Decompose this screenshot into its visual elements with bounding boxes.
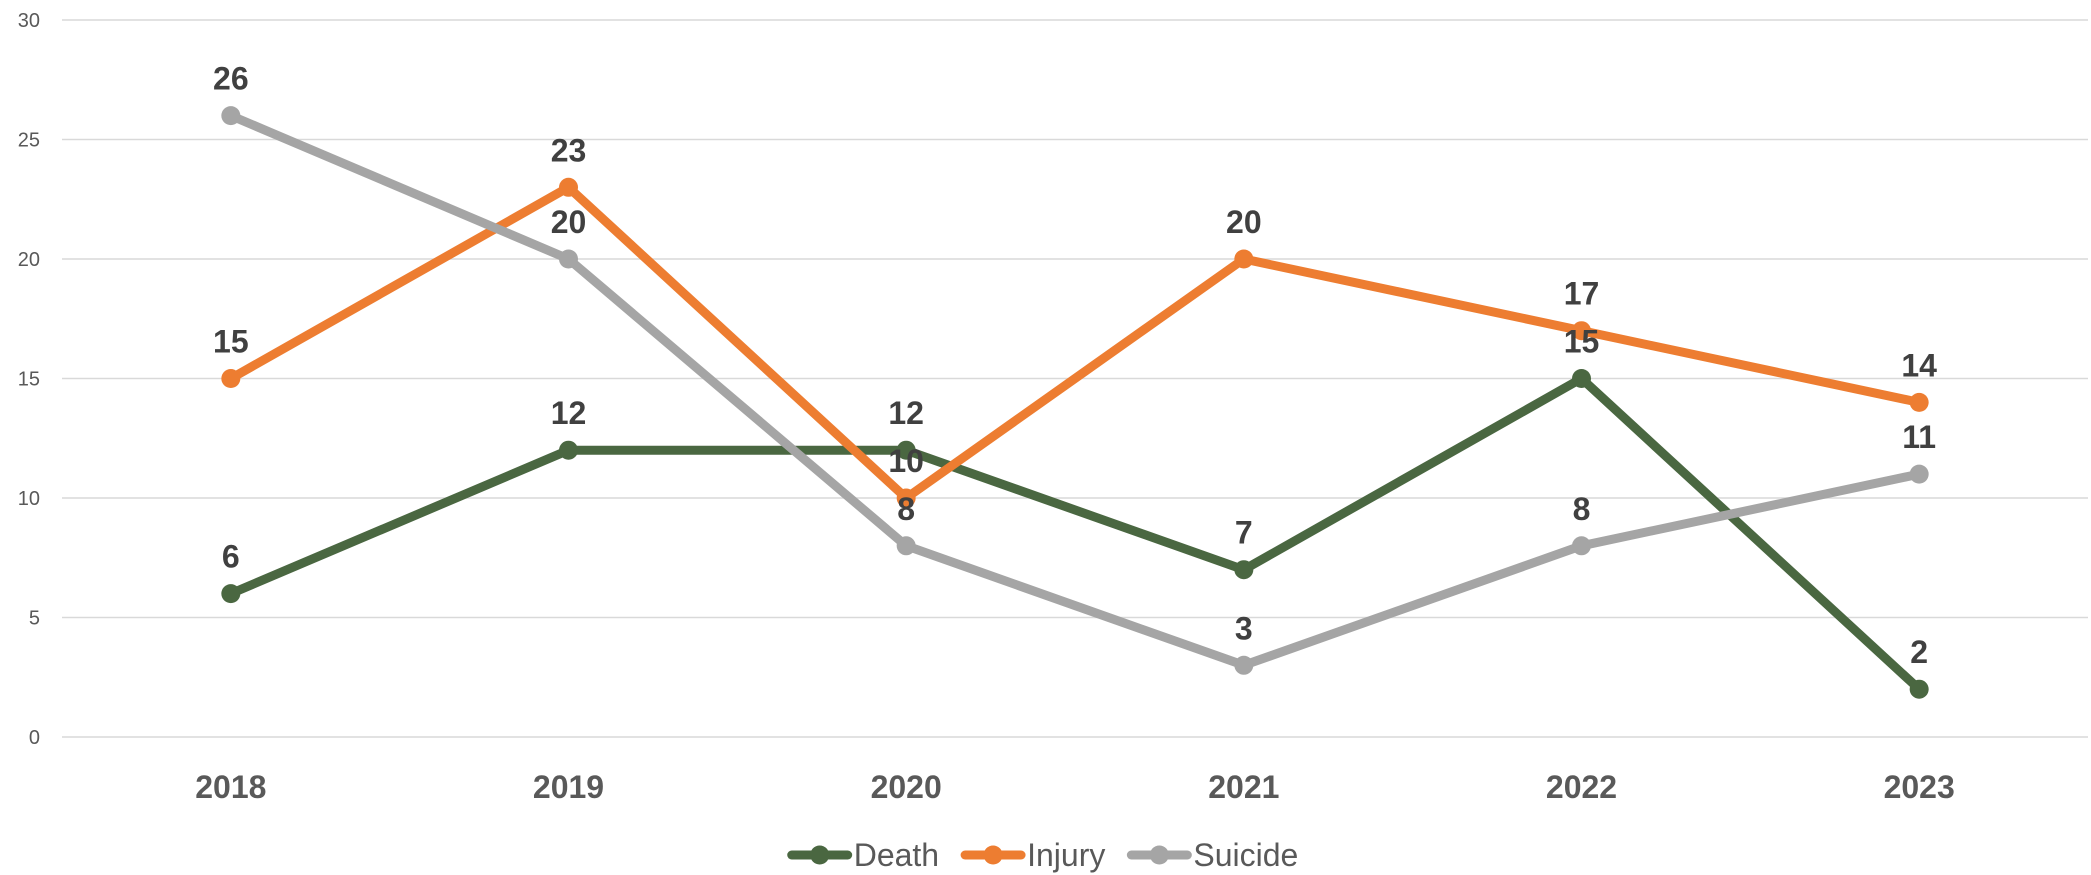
legend-label: Suicide [1193, 837, 1298, 873]
x-tick-label: 2023 [1884, 769, 1955, 805]
series-line-suicide [226, 111, 1924, 670]
data-label-injury: 10 [888, 443, 924, 479]
data-point-death [1572, 369, 1591, 388]
data-point-death [1909, 679, 1929, 699]
legend-label: Death [854, 837, 939, 873]
data-label-injury: 20 [1226, 204, 1262, 240]
x-tick-label: 2022 [1546, 769, 1617, 805]
data-labels: 6 12 12 7 15 2 15 23 10 20 17 14 26 20 8 3 8 11 [213, 61, 1937, 671]
x-tick-label: 2021 [1208, 769, 1279, 805]
x-tick-label: 2020 [871, 769, 942, 805]
series-line-death [226, 374, 1924, 694]
data-label-death: 7 [1235, 515, 1253, 551]
y-axis-ticks: 0 5 10 15 20 25 30 [18, 10, 40, 749]
x-tick-label: 2018 [195, 769, 266, 805]
legend-swatch-marker [810, 845, 830, 865]
data-point-injury [1572, 321, 1591, 341]
y-tick-label: 30 [18, 10, 40, 32]
legend-item-suicide: Suicide [1126, 837, 1298, 873]
data-label-suicide: 3 [1235, 610, 1253, 646]
legend-item-death: Death [787, 837, 939, 873]
data-point-injury [896, 488, 916, 508]
gridlines [62, 19, 2088, 738]
data-point-suicide [559, 249, 578, 269]
data-label-suicide: 8 [897, 491, 915, 527]
data-point-suicide [1572, 536, 1591, 556]
y-tick-label: 10 [18, 488, 40, 510]
data-point-suicide [896, 536, 916, 556]
data-label-suicide: 8 [1573, 491, 1591, 527]
y-tick-label: 15 [18, 369, 40, 391]
data-label-injury: 17 [1564, 276, 1600, 312]
data-label-injury: 15 [213, 324, 249, 360]
data-point-injury [1234, 249, 1254, 269]
series-injury [221, 177, 1929, 508]
data-point-death [221, 584, 241, 604]
series-suicide [221, 106, 1929, 675]
y-tick-label: 5 [29, 608, 40, 630]
y-tick-label: 25 [18, 130, 40, 152]
data-point-injury [221, 369, 241, 388]
data-point-suicide [1909, 464, 1929, 484]
series-line-injury [226, 182, 1924, 503]
data-label-death: 12 [551, 395, 587, 431]
legend-swatch-marker [983, 845, 1003, 865]
y-tick-label: 0 [29, 727, 40, 749]
x-tick-label: 2019 [533, 769, 604, 805]
data-label-injury: 23 [551, 132, 587, 168]
data-label-suicide: 20 [551, 204, 587, 240]
series-death [221, 369, 1929, 699]
legend: Death Injury Suicide [787, 837, 1298, 873]
legend-item-injury: Injury [960, 837, 1105, 873]
series-group [221, 106, 1929, 699]
data-label-suicide: 26 [213, 61, 249, 97]
data-label-death: 6 [222, 539, 240, 575]
legend-swatch-marker [1149, 845, 1169, 865]
data-point-death [559, 440, 578, 460]
data-label-death: 2 [1910, 634, 1928, 670]
legend-label: Injury [1027, 837, 1105, 873]
data-point-injury [559, 177, 578, 197]
data-point-death [1234, 560, 1254, 580]
data-point-injury [1909, 392, 1929, 412]
y-tick-label: 20 [18, 249, 40, 271]
data-point-death [896, 440, 916, 460]
data-label-suicide: 11 [1902, 419, 1936, 455]
data-label-injury: 14 [1901, 347, 1937, 383]
data-point-suicide [221, 106, 241, 126]
data-label-death: 12 [888, 395, 924, 431]
data-label-death: 15 [1564, 324, 1600, 360]
data-point-suicide [1234, 655, 1254, 675]
x-axis-ticks: 2018 2019 2020 2021 2022 2023 [195, 769, 1955, 805]
